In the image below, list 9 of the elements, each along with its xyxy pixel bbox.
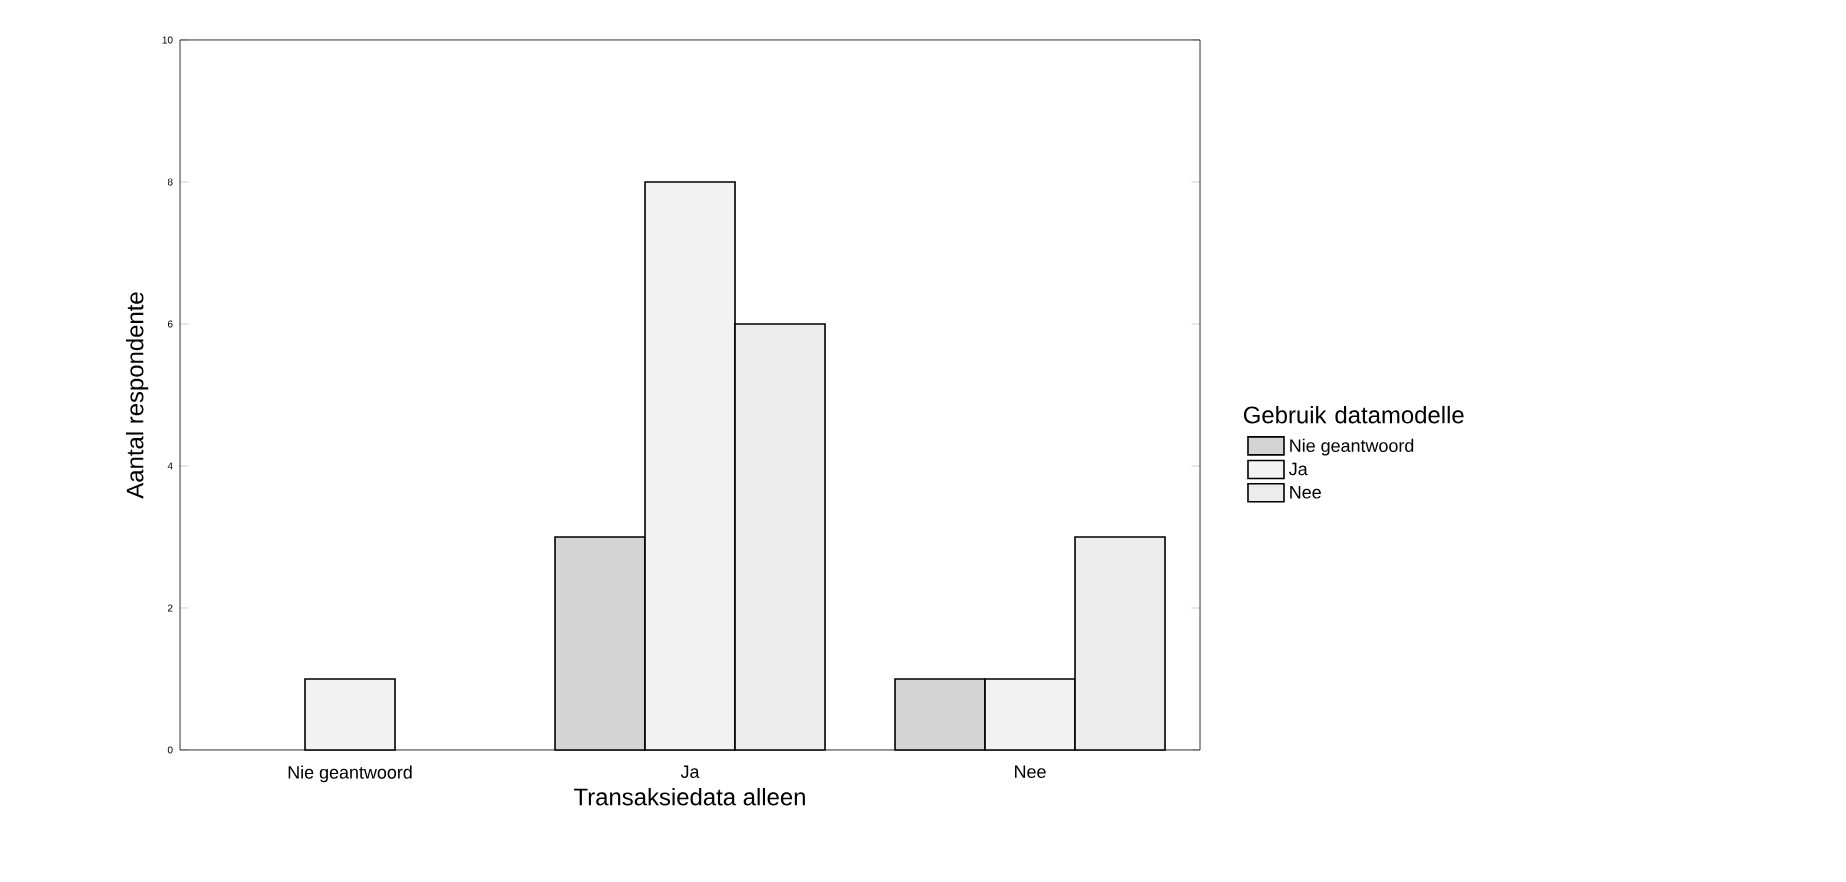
x-tick-label: Nie geantwoord — [288, 765, 412, 783]
x-tick-label: Ja — [680, 765, 700, 779]
legend-label: Nie geantwoord — [1290, 438, 1414, 456]
legend-title: Gebruik datamodelle — [1243, 405, 1464, 424]
legend-label: Nee — [1290, 486, 1321, 499]
x-axis-title: Transaksiedata alleen — [574, 787, 805, 806]
legend-label: Ja — [1289, 462, 1308, 476]
y-axis-title: Aantal respondente — [125, 292, 149, 499]
x-tick-label: Nee — [1015, 765, 1046, 779]
